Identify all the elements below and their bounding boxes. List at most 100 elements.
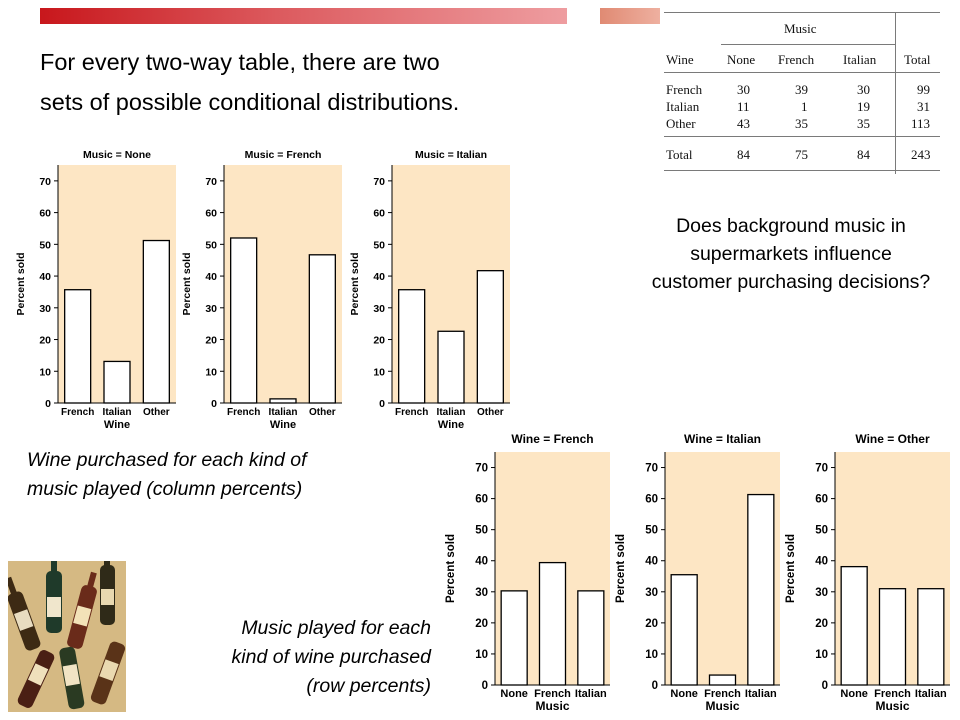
x-axis-label: Music xyxy=(535,699,569,713)
table-rule-body xyxy=(664,136,940,137)
table-col-header: None xyxy=(727,52,756,67)
y-axis-label: Percent sold xyxy=(615,534,627,603)
chart-wine-italian: Wine = Italian 0 10 20 30 40 50 60 70 None French I… xyxy=(615,432,780,713)
table-rule-bottom xyxy=(664,170,940,171)
table-cell: 1 xyxy=(801,99,808,114)
y-tick-label: 50 xyxy=(373,239,385,251)
table-rule-header xyxy=(664,72,940,73)
y-tick-label: 20 xyxy=(815,618,828,630)
chart-music-italian: Music = Italian 0 10 20 30 40 50 60 70 French Ital… xyxy=(349,149,510,431)
caption-line: (row percents) xyxy=(306,675,431,697)
x-tick-label: Italian xyxy=(103,407,132,418)
y-tick-label: 20 xyxy=(205,335,217,347)
y-tick-label: 50 xyxy=(205,239,217,251)
x-axis-label: Wine xyxy=(270,419,296,431)
x-tick-label: Italian xyxy=(745,688,777,700)
x-axis-label: Wine xyxy=(438,419,464,431)
y-axis-label: Percent sold xyxy=(181,252,193,315)
bar xyxy=(747,493,775,686)
bar xyxy=(917,588,945,686)
y-tick-label: 70 xyxy=(205,176,217,188)
bar xyxy=(269,398,297,404)
table-cell: 113 xyxy=(911,116,931,131)
y-tick-label: 10 xyxy=(39,366,51,378)
y-tick-label: 50 xyxy=(475,525,488,537)
table-divider-vertical xyxy=(895,12,896,174)
caption-line: kind of wine purchased xyxy=(231,646,431,668)
table-cell: 30 xyxy=(857,82,870,97)
y-tick-label: 20 xyxy=(373,335,385,347)
y-tick-label: 70 xyxy=(39,176,51,188)
table-cell: 43 xyxy=(737,116,750,131)
y-tick-label: 30 xyxy=(373,303,385,315)
x-tick-label: Italian xyxy=(269,407,298,418)
table-cell: 39 xyxy=(795,82,808,97)
question-text: Does background music in supermarkets in… xyxy=(651,215,931,293)
chart-title: Music = French xyxy=(245,149,322,161)
x-tick-label: French xyxy=(61,407,94,418)
intro-line-2: sets of possible conditional distributio… xyxy=(40,89,460,115)
x-axis-label: Music xyxy=(875,699,909,713)
y-tick-label: 60 xyxy=(373,208,385,220)
x-tick-label: French xyxy=(227,407,260,418)
y-tick-label: 0 xyxy=(379,398,385,410)
x-tick-label: French xyxy=(534,688,571,700)
table-total-cell: 84 xyxy=(737,147,750,162)
x-axis-label: Music xyxy=(705,699,739,713)
y-tick-label: 60 xyxy=(645,494,658,506)
x-tick-label: Other xyxy=(143,407,170,418)
y-tick-label: 40 xyxy=(39,271,51,283)
caption-line: Wine purchased for each kind of xyxy=(27,449,307,471)
chart-music-none: Music = None 0 10 20 30 40 50 60 70 French Italian… xyxy=(15,149,176,431)
y-tick-label: 50 xyxy=(645,525,658,537)
y-axis-label: Percent sold xyxy=(785,534,797,603)
bar xyxy=(64,289,92,404)
y-tick-label: 10 xyxy=(373,366,385,378)
y-tick-label: 0 xyxy=(211,398,217,410)
table-col-header: French xyxy=(778,52,815,67)
bar xyxy=(840,565,868,686)
x-tick-label: None xyxy=(670,688,698,700)
y-tick-label: 60 xyxy=(205,208,217,220)
bar xyxy=(577,590,605,686)
x-tick-label: None xyxy=(840,688,868,700)
bottle-icon xyxy=(8,576,41,651)
y-tick-label: 10 xyxy=(205,366,217,378)
y-tick-label: 30 xyxy=(205,303,217,315)
x-tick-label: Italian xyxy=(575,688,607,700)
y-tick-label: 30 xyxy=(645,587,658,599)
x-tick-label: None xyxy=(500,688,528,700)
y-tick-label: 10 xyxy=(645,649,658,661)
y-tick-label: 60 xyxy=(39,208,51,220)
bar xyxy=(437,330,465,404)
bar xyxy=(708,674,737,686)
bar xyxy=(670,574,698,686)
y-tick-label: 20 xyxy=(475,618,488,630)
y-tick-label: 60 xyxy=(475,494,488,506)
y-tick-label: 0 xyxy=(45,398,51,410)
y-tick-label: 10 xyxy=(475,649,488,661)
table-cell: 31 xyxy=(917,99,930,114)
caption-line: Music played for each xyxy=(241,617,431,639)
y-tick-label: 60 xyxy=(815,494,828,506)
y-tick-label: 0 xyxy=(482,680,488,692)
bottle-icon xyxy=(90,641,126,705)
y-tick-label: 30 xyxy=(475,587,488,599)
y-tick-label: 50 xyxy=(39,239,51,251)
y-tick-label: 0 xyxy=(822,680,828,692)
chart-wine-other: Wine = Other 0 10 20 30 40 50 60 70 None French Ita… xyxy=(785,432,950,713)
title-accent-bar-small xyxy=(600,8,660,24)
table-row-label: Other xyxy=(666,116,696,131)
y-axis-label: Percent sold xyxy=(349,252,361,315)
caption-line: music played (column percents) xyxy=(27,478,303,500)
table-cell: 30 xyxy=(737,82,750,97)
table-rule-top xyxy=(664,12,940,13)
x-tick-label: Italian xyxy=(915,688,947,700)
x-axis-label: Wine xyxy=(104,419,130,431)
two-way-table: Music Wine None French Italian Total Fre… xyxy=(664,12,940,174)
bottle-icon xyxy=(67,571,97,649)
y-tick-label: 50 xyxy=(815,525,828,537)
bottle-icon xyxy=(17,650,55,708)
bar xyxy=(398,289,426,404)
y-tick-label: 70 xyxy=(475,463,488,475)
